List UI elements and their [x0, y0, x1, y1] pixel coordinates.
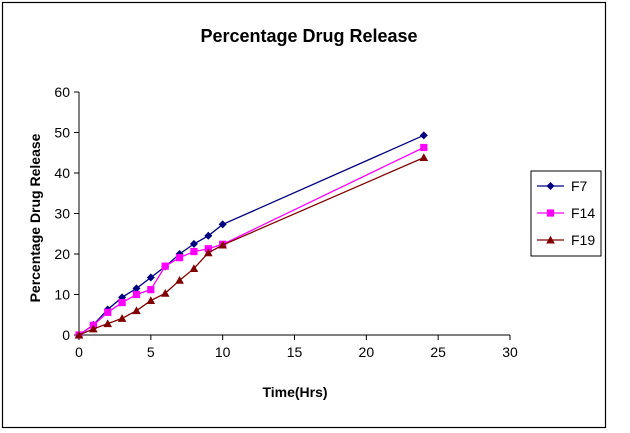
data-point-f14 — [420, 143, 428, 152]
y-tick-label: 30 — [54, 206, 70, 222]
legend-marker-f14 — [546, 209, 555, 217]
data-point-f7 — [419, 131, 428, 140]
legend-label-f7: F7 — [571, 178, 588, 194]
data-point-f14 — [161, 262, 169, 270]
data-point-f19 — [189, 264, 199, 273]
y-tick-label: 50 — [54, 125, 70, 141]
data-point-f7 — [204, 231, 213, 240]
data-point-f14 — [190, 247, 198, 256]
y-tick-label: 0 — [62, 327, 70, 343]
legend-label-f14: F14 — [571, 205, 595, 221]
plot-area: 0 10 20 30 40 50 60 0 5 10 15 20 25 30 — [54, 84, 518, 360]
x-tick-label: 15 — [287, 344, 303, 360]
data-point-f19 — [117, 314, 127, 322]
chart-title: Percentage Drug Release — [200, 26, 417, 46]
x-tick-label: 5 — [147, 344, 155, 360]
data-point-f14 — [104, 308, 112, 316]
y-axis-title: Percentage Drug Release — [27, 133, 43, 302]
legend: F7 F14 F19 — [530, 170, 602, 257]
data-point-f19 — [419, 153, 429, 162]
data-point-f14 — [175, 254, 184, 262]
data-point-f19 — [204, 248, 213, 257]
data-point-f19 — [160, 288, 170, 297]
data-point-f7 — [218, 220, 227, 229]
chart-border — [1, 1, 607, 429]
data-point-f19 — [103, 319, 113, 328]
legend-marker-f19 — [546, 235, 555, 244]
y-tick-label: 10 — [54, 287, 70, 303]
y-tick-label: 40 — [54, 165, 70, 181]
x-tick-label: 10 — [215, 344, 231, 360]
data-point-f14 — [132, 290, 141, 299]
data-point-f14 — [118, 299, 126, 307]
x-tick-label: 20 — [359, 344, 375, 360]
y-tick-label: 60 — [54, 84, 70, 100]
legend-label-f19: F19 — [571, 232, 595, 248]
data-point-f19 — [146, 296, 156, 305]
x-axis-title: Time(Hrs) — [262, 384, 327, 400]
data-point-f19 — [89, 324, 98, 333]
data-point-f19 — [74, 330, 84, 339]
y-tick-label: 20 — [54, 246, 70, 262]
data-point-f14 — [147, 286, 155, 294]
data-point-f7 — [189, 239, 198, 248]
x-tick-label: 25 — [430, 344, 446, 360]
x-tick-label: 30 — [502, 344, 518, 360]
data-point-f19 — [132, 306, 141, 315]
x-tick-label: 0 — [75, 344, 83, 360]
data-point-f19 — [218, 240, 227, 249]
data-point-f19 — [175, 276, 184, 284]
legend-marker-f7 — [546, 182, 555, 190]
data-point-f7 — [146, 273, 155, 282]
data-point-f7 — [132, 284, 141, 293]
